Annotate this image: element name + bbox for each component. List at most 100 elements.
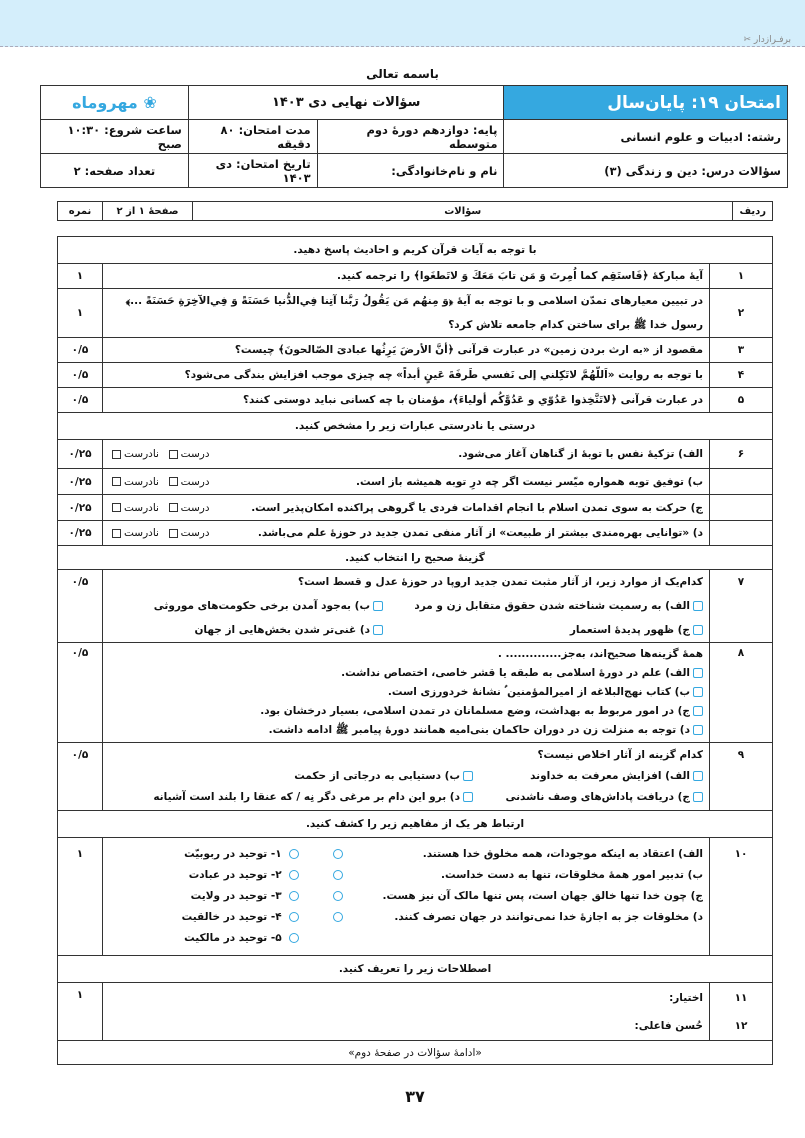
q-number: ۷ <box>709 569 773 643</box>
q12-number: ۱۲ <box>734 1019 748 1032</box>
option[interactable]: الف) علم در دورهٔ اسلامی به طبقه یا قشر … <box>109 664 703 683</box>
col-score: نمره <box>57 201 103 221</box>
option-text: د) غنی‌تر شدن بخش‌هایی از جهان <box>194 624 370 636</box>
match-item: الف) اعتقاد به اینکه موجودات، همه مخلوق … <box>313 844 703 865</box>
col-questions: سؤالات <box>191 201 734 221</box>
match-dot[interactable] <box>289 912 299 922</box>
option-checkbox[interactable] <box>693 725 703 735</box>
questions-area: با توجه به آیات قرآن کریم و احادیث پاسخ … <box>57 236 773 1126</box>
q-score: ۰/۵ <box>57 742 103 811</box>
option[interactable]: ج) ظهور پدیدهٔ استعمار <box>383 618 703 642</box>
option-checkbox[interactable] <box>693 771 703 781</box>
match-dot[interactable] <box>333 849 343 859</box>
match-text: ج) چون خدا تنها خالق جهان است، پس تنها م… <box>382 890 703 902</box>
q-number: ۱۰ <box>709 837 773 956</box>
false-checkbox[interactable] <box>112 449 121 459</box>
q-text: الف) تزکیهٔ نفس با توبهٔ از گناهان آغاز … <box>458 448 703 460</box>
column-header: ردیف سؤالات صفحهٔ ۱ از ۲ نمره <box>57 201 773 221</box>
option[interactable]: الف) افزایش معرفت به خداوند <box>473 766 703 787</box>
true-checkbox[interactable] <box>168 477 178 486</box>
option[interactable]: ج) در امور مربوط به بهداشت، وضع مسلمانان… <box>109 702 703 721</box>
matching-right-column: ۱- توحید در ربوبیّت ۲- توحید در عبادت ۳-… <box>182 844 299 949</box>
question-row: ۶ درست نادرست الف) تزکیهٔ نفس با توبهٔ از … <box>57 439 773 469</box>
q11-text: اختیار: <box>669 991 703 1004</box>
q-text: د) «توانایی بهره‌مندی بیشتر از طبیعت» از… <box>257 527 703 539</box>
match-dot[interactable] <box>289 933 299 943</box>
q-text: همهٔ گزینه‌ها صحیح‌اند، به‌جز...........… <box>497 648 703 660</box>
option-text: الف) افزایش معرفت به خداوند <box>530 770 690 782</box>
q-number: ۴ <box>709 362 773 388</box>
q-text: ب) توفیق توبه همواره میّسر نیست اگر چه د… <box>355 475 703 488</box>
false-checkbox[interactable] <box>112 503 121 512</box>
q-number: ۶ <box>709 439 773 469</box>
option[interactable]: ب) به‌جود آمدن برخی حکومت‌های موروثی <box>154 600 383 612</box>
match-dot[interactable] <box>333 870 343 880</box>
option[interactable]: الف) به رسمیت شناخته شدن حقوق متقابل زن … <box>383 594 703 618</box>
option[interactable]: ج) دریافت پاداش‌های وصف ناشدنی <box>473 787 703 808</box>
false-checkbox[interactable] <box>112 528 121 538</box>
false-checkbox[interactable] <box>112 477 121 486</box>
option-checkbox[interactable] <box>373 601 383 611</box>
section-quran: با توجه به آیات قرآن کریم و احادیث پاسخ … <box>57 236 773 264</box>
q-score: ۱ <box>57 288 103 338</box>
q-text: در تبیین معیارهای تمدّن اسلامی و با توجه… <box>102 288 710 338</box>
tf-item: درست نادرست الف) تزکیهٔ نفس با توبهٔ از گ… <box>102 439 710 469</box>
option-checkbox[interactable] <box>693 792 703 802</box>
option-text: ج) ظهور پدیدهٔ استعمار <box>569 624 690 636</box>
option-checkbox[interactable] <box>693 687 703 697</box>
q-number: ۵ <box>709 387 773 413</box>
option-checkbox[interactable] <box>693 706 703 716</box>
q-number <box>709 520 773 546</box>
q12-text: حُسن فاعلی: <box>634 1019 703 1032</box>
questions-table: با توجه به آیات قرآن کریم و احادیث پاسخ … <box>57 236 773 1065</box>
q-text: مقصود از «به ارث بردن زمین» در عبارت قرآ… <box>102 337 710 363</box>
matching-body: الف) اعتقاد به اینکه موجودات، همه مخلوق … <box>102 837 710 956</box>
option[interactable]: د) برو این دام بر مرغی دگر نِه / که عنقا… <box>153 791 473 803</box>
option-checkbox[interactable] <box>693 668 703 678</box>
option-checkbox[interactable] <box>693 625 703 635</box>
true-label: درست <box>180 448 210 460</box>
option[interactable]: ب) دستیابی به درجاتی از حکمت <box>294 770 473 782</box>
q-score: ۰/۵ <box>57 569 103 643</box>
q-text: با توجه به روایت «اَللّهُمَّ لاتَکِلني إ… <box>102 362 710 388</box>
true-checkbox[interactable] <box>168 449 178 459</box>
section-true-false: درستی یا نادرستی عبارات زیر را مشخص کنید… <box>57 412 773 440</box>
option-text: د) توجه به منزلت زن در دوران حاکمان بنی‌… <box>268 724 690 736</box>
q-score: ۰/۲۵ <box>57 520 103 546</box>
matching-left-column: الف) اعتقاد به اینکه موجودات، همه مخلوق … <box>313 844 703 949</box>
option-checkbox[interactable] <box>463 771 473 781</box>
section-definitions: اصطلاحات زیر را تعریف کنید. <box>57 955 773 983</box>
q-number: ۸ <box>709 642 773 743</box>
scissors-icon: ✂ <box>743 35 752 45</box>
match-dot[interactable] <box>289 849 299 859</box>
option-text: ج) در امور مربوط به بهداشت، وضع مسلمانان… <box>260 705 690 717</box>
option-checkbox[interactable] <box>693 601 703 611</box>
match-text: د) مخلوقات جز به اجازهٔ خدا نمی‌توانند د… <box>394 911 703 923</box>
match-dot[interactable] <box>289 870 299 880</box>
q-body: اختیار: حُسن فاعلی: <box>102 982 710 1041</box>
option-text: ب) به‌جود آمدن برخی حکومت‌های موروثی <box>153 600 370 612</box>
match-dot[interactable] <box>289 891 299 901</box>
option[interactable]: د) غنی‌تر شدن بخش‌هایی از جهان <box>194 624 383 636</box>
question-row: ۱ آیهٔ مبارکهٔ ﴿فَاستَقِم کما اُمِرتَ وَ … <box>57 263 773 289</box>
q-body: کدام‌یک از موارد زیر، از آثار مثبت تمدن … <box>102 569 710 643</box>
top-band <box>0 0 805 47</box>
option[interactable]: ب) کتاب نهج‌البلاغه از امیرالمؤمنین ؑ نش… <box>109 683 703 702</box>
question-row: ۷ کدام‌یک از موارد زیر، از آثار مثبت تمد… <box>57 569 773 643</box>
option-checkbox[interactable] <box>373 625 383 635</box>
false-label: نادرست <box>124 501 159 514</box>
true-label: درست <box>180 501 210 514</box>
true-checkbox[interactable] <box>168 528 178 538</box>
match-dot[interactable] <box>333 891 343 901</box>
q-score: ۰/۵ <box>57 642 103 743</box>
question-row: ۵ در عبارت قرآنی ﴿لاتَتَّخِذوا عَدُوّي و … <box>57 387 773 413</box>
true-checkbox[interactable] <box>168 503 178 512</box>
match-dot[interactable] <box>333 912 343 922</box>
option[interactable]: د) توجه به منزلت زن در دوران حاکمان بنی‌… <box>109 721 703 740</box>
q-number: ۳ <box>709 337 773 363</box>
match-option: ۴- توحید در خالقیت <box>182 907 299 928</box>
q-number: ۲ <box>709 288 773 338</box>
tf-item: درست نادرست ب) توفیق توبه همواره میّسر نی… <box>102 468 710 495</box>
option-checkbox[interactable] <box>463 792 473 802</box>
tf-item: درست نادرست ج) حرکت به سوی تمدن اسلام با … <box>102 494 710 521</box>
